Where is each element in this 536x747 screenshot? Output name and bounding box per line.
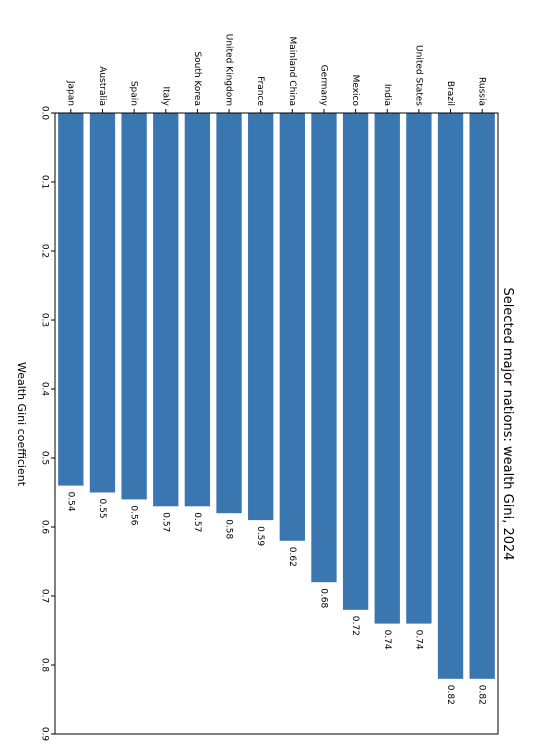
value-label-0: 0.54: [65, 492, 75, 512]
value-tick-label-9: 0.9: [39, 727, 49, 742]
category-label-5: United Kingdom: [224, 34, 234, 106]
value-tick-label-7: 0.7: [39, 589, 49, 603]
category-label-9: Mexico: [350, 75, 360, 107]
value-tick-label-0: 0.0: [39, 106, 49, 121]
category-label-7: Mainland China: [287, 37, 297, 107]
value-label-5: 0.58: [224, 519, 234, 539]
category-label-6: France: [255, 76, 265, 106]
category-label-4: South Korea: [192, 51, 202, 106]
value-tick-label-3: 0.3: [39, 313, 49, 327]
value-label-3: 0.57: [160, 512, 170, 532]
bar-9: [342, 113, 369, 610]
plot-frame: [54, 112, 499, 735]
category-label-10: India: [382, 84, 392, 106]
value-label-11: 0.74: [413, 630, 423, 650]
category-label-13: Russia: [477, 77, 487, 106]
value-tick-label-4: 0.4: [39, 382, 49, 397]
value-label-6: 0.59: [255, 526, 265, 546]
value-tick-label-1: 0.1: [39, 175, 49, 189]
value-labels-group: 0.54 0.55 0.56 0.57 0.57 0.58 0.59 0.62 0.68 0.72…: [65, 492, 486, 705]
x-axis-label: Wealth Gini coefficient: [15, 362, 28, 487]
value-tick-label-5: 0.5: [39, 451, 49, 465]
value-label-4: 0.57: [192, 512, 202, 532]
category-label-12: Brazil: [445, 81, 455, 106]
value-label-1: 0.55: [97, 499, 107, 519]
category-label-2: Spain: [129, 81, 139, 106]
bar-13: [469, 113, 495, 679]
value-label-13: 0.82: [477, 685, 487, 705]
value-tick-label-8: 0.8: [39, 658, 49, 673]
bar-3: [153, 113, 179, 507]
value-tick-label-6: 0.6: [39, 520, 49, 535]
bar-0: [58, 113, 84, 486]
bar-12: [437, 113, 464, 679]
category-axis: Japan Australia Spain Italy South Korea Unite…: [65, 34, 487, 113]
value-label-12: 0.82: [445, 685, 455, 705]
category-label-11: United States: [413, 45, 423, 106]
value-label-7: 0.62: [287, 547, 297, 567]
bars-group: [58, 113, 495, 679]
value-label-8: 0.68: [318, 588, 328, 608]
category-label-1: Australia: [97, 66, 107, 106]
value-label-2: 0.56: [129, 505, 139, 525]
value-label-9: 0.72: [350, 616, 360, 636]
value-tick-label-2: 0.2: [39, 244, 49, 258]
category-label-0: Japan: [65, 80, 75, 106]
bar-7: [279, 113, 305, 541]
bar-11: [406, 113, 432, 624]
bar-1: [89, 113, 116, 493]
bar-8: [311, 113, 337, 583]
bar-10: [374, 113, 400, 624]
value-label-10: 0.74: [382, 630, 392, 650]
plot-area: 0.54 0.55 0.56 0.57 0.57 0.58 0.59 0.62 0.68 0.72…: [39, 34, 499, 742]
chart-title: Selected major nations: wealth Gini, 202…: [500, 287, 515, 560]
category-label-3: Italy: [160, 86, 170, 106]
bar-5: [216, 113, 242, 514]
bar-6: [248, 113, 274, 521]
value-axis: 0.0 0.1 0.2 0.3 0.4 0.5 0.6 0.7 0.8 0.9: [39, 106, 55, 742]
category-label-8: Germany: [318, 65, 328, 107]
bar-4: [184, 113, 211, 507]
bar-2: [121, 113, 147, 500]
